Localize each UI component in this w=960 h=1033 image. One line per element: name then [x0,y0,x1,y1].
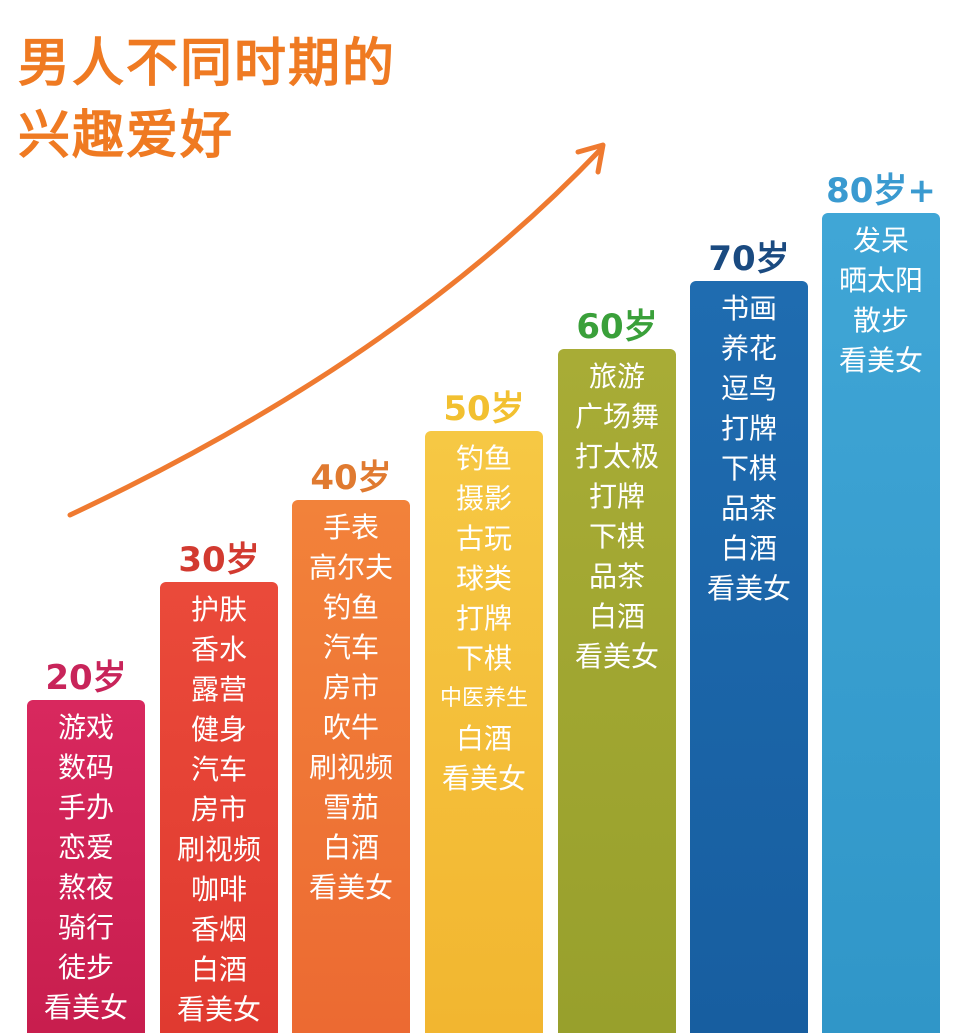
hobby: 旅游 [588,360,645,393]
hobby: 刷视频 [308,751,393,784]
age-label: 80岁+ [826,171,936,211]
hobby: 中医养生 [439,686,528,711]
title-line: 兴趣爱好 [18,106,235,166]
hobby: 看美女 [838,344,923,377]
hobby: 钓鱼 [322,591,379,624]
hobby: 下棋 [588,520,645,553]
hobby: 看美女 [43,991,128,1024]
age-column: 书画养花逗鸟打牌下棋品茶白酒看美女 [690,281,808,1033]
age-column: 发呆晒太阳散步看美女 [822,213,940,1033]
hobby: 散步 [852,304,909,337]
hobby: 白酒 [455,722,512,755]
hobby: 古玩 [455,522,512,555]
hobby: 汽车 [190,753,247,786]
hobby: 恋爱 [57,831,114,864]
hobby: 打太极 [574,440,659,473]
age-label: 60岁 [576,307,658,347]
hobby: 看美女 [574,640,659,673]
hobby: 露营 [190,673,247,706]
hobby: 咖啡 [190,873,247,906]
hobby: 看美女 [176,993,261,1026]
hobby: 打牌 [588,480,645,513]
hobby: 熬夜 [57,871,114,904]
age-column: 钓鱼摄影古玩球类打牌下棋中医养生白酒看美女 [425,431,543,1033]
hobby: 白酒 [190,953,247,986]
hobby: 打牌 [720,412,777,445]
hobby: 品茶 [588,560,645,593]
hobby: 高尔夫 [308,551,393,584]
hobby: 逗鸟 [720,372,777,405]
hobby: 健身 [190,713,247,746]
age-label: 50岁 [443,389,525,429]
hobby: 汽车 [322,631,379,664]
hobby: 护肤 [190,593,247,626]
hobby: 打牌 [455,602,512,635]
hobby: 品茶 [720,492,777,525]
age-column: 手表高尔夫钓鱼汽车房市吹牛刷视频雪茄白酒看美女 [292,500,410,1033]
hobby: 雪茄 [322,791,379,824]
hobby: 手办 [57,791,114,824]
age-label: 40岁 [310,458,392,498]
title-line: 男人不同时期的 [18,34,397,94]
hobby: 摄影 [455,482,512,515]
hobby: 白酒 [588,600,645,633]
hobby: 手表 [322,511,379,544]
hobby: 看美女 [308,871,393,904]
hobby: 房市 [322,671,379,704]
hobby: 球类 [455,562,512,595]
hobby: 数码 [57,751,114,784]
hobby: 骑行 [57,911,114,944]
hobby: 吹牛 [322,711,379,744]
hobby: 房市 [190,793,247,826]
age-column: 护肤香水露营健身汽车房市刷视频咖啡香烟白酒看美女 [160,582,278,1033]
hobby: 书画 [720,292,777,325]
hobby: 游戏 [57,711,114,744]
hobby: 广场舞 [574,400,659,433]
hobby: 钓鱼 [455,442,512,475]
age-column: 旅游广场舞打太极打牌下棋品茶白酒看美女 [558,349,676,1033]
hobby: 看美女 [706,572,791,605]
hobby: 白酒 [322,831,379,864]
hobby: 下棋 [455,642,512,675]
hobby: 晒太阳 [838,264,923,297]
age-label: 70岁 [708,239,790,279]
hobby: 发呆 [852,224,909,257]
age-label: 30岁 [178,540,260,580]
hobby: 看美女 [441,762,526,795]
hobby: 徒步 [57,951,114,984]
hobby: 下棋 [720,452,777,485]
age-label: 20岁 [45,658,127,698]
hobby: 养花 [720,332,777,365]
hobby: 白酒 [720,532,777,565]
hobby: 刷视频 [176,833,261,866]
hobby: 香水 [190,633,247,666]
hobby: 香烟 [190,913,247,946]
age-column: 游戏数码手办恋爱熬夜骑行徒步看美女 [27,700,145,1033]
